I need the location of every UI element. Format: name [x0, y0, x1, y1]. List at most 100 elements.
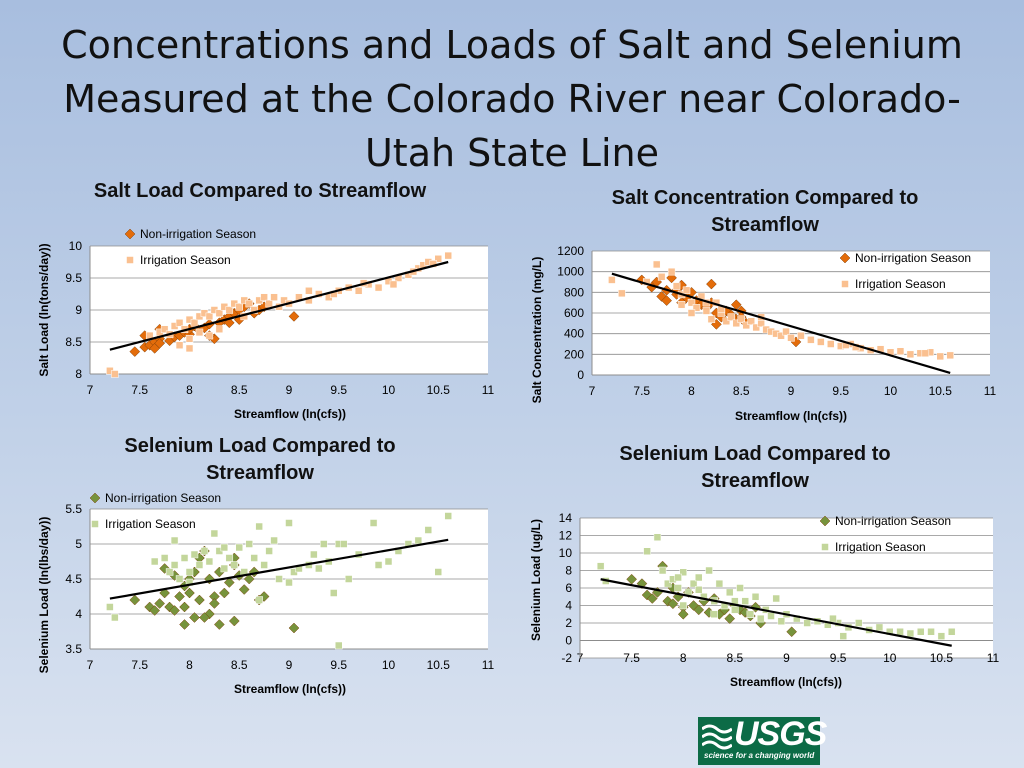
data-point	[210, 529, 219, 538]
data-point	[747, 317, 755, 326]
data-point	[180, 554, 189, 562]
data-point	[305, 296, 313, 305]
data-point	[170, 561, 179, 569]
x-tick-label: 10	[382, 658, 396, 672]
chart-title: Selenium Load Compared to Streamflow	[124, 435, 396, 484]
y-tick-label: 800	[564, 285, 584, 299]
legend-marker	[126, 256, 134, 264]
data-point	[285, 519, 293, 527]
y-tick-label: 14	[559, 511, 573, 525]
legend-label: Non-irrigation Season	[105, 491, 221, 505]
x-tick-label: 8	[186, 658, 193, 672]
data-point	[245, 299, 253, 308]
data-point	[444, 251, 452, 260]
data-point	[335, 641, 343, 650]
data-point	[772, 594, 780, 603]
y-tick-label: 4	[75, 607, 82, 621]
y-tick-label: -2	[561, 651, 572, 665]
data-point	[444, 512, 452, 520]
data-point	[937, 632, 946, 640]
data-point	[742, 321, 750, 330]
data-point	[330, 589, 338, 597]
data-point	[752, 323, 760, 332]
data-point	[777, 617, 786, 625]
y-tick-label: 8	[565, 564, 572, 578]
data-point	[715, 579, 724, 588]
x-tick-label: 8.5	[231, 383, 248, 397]
data-point	[225, 306, 234, 314]
data-point	[270, 293, 278, 301]
data-point	[710, 610, 718, 618]
data-point	[896, 628, 904, 636]
data-point	[220, 564, 229, 573]
y-tick-label: 1000	[557, 265, 584, 279]
data-point	[674, 573, 682, 582]
x-tick-label: 11	[984, 384, 997, 398]
data-point	[129, 346, 141, 357]
data-point	[184, 587, 195, 599]
y-tick-label: 1200	[557, 244, 584, 258]
data-point	[722, 317, 731, 326]
x-tick-label: 10.5	[930, 651, 954, 665]
data-point	[275, 575, 283, 583]
y-tick-label: 8.5	[65, 335, 82, 349]
data-point	[694, 586, 703, 594]
data-point	[111, 613, 119, 622]
data-point	[706, 278, 717, 290]
y-tick-label: 5.5	[65, 502, 82, 516]
y-tick-label: 2	[565, 616, 572, 630]
x-tick-label: 10.5	[427, 658, 451, 672]
x-tick-label: 9.5	[832, 384, 849, 398]
x-tick-label: 10	[883, 651, 897, 665]
usgs-wave-icon	[702, 724, 732, 750]
y-axis-label: Selenium Load (ln(lbs/day))	[37, 517, 51, 674]
data-point	[344, 575, 353, 583]
x-tick-label: 9	[286, 658, 293, 672]
data-point	[724, 613, 736, 624]
data-point	[829, 614, 837, 623]
data-point	[228, 615, 240, 627]
data-point	[260, 293, 268, 301]
trendline	[109, 538, 449, 600]
data-point	[205, 557, 214, 566]
data-point	[667, 267, 676, 276]
data-point	[285, 578, 293, 587]
x-tick-label: 10	[382, 383, 396, 397]
data-point	[677, 300, 686, 309]
x-tick-label: 10.5	[427, 383, 451, 397]
usgs-logo: USGS science for a changing world	[698, 715, 827, 765]
data-point	[189, 612, 200, 623]
data-point	[702, 307, 711, 315]
x-axis-label: Streamflow (ln(cfs))	[735, 409, 847, 423]
data-point	[354, 287, 363, 295]
data-point	[235, 543, 243, 552]
data-point	[175, 341, 184, 349]
x-tick-label: 9	[286, 383, 293, 397]
chart-title: Selenium Load Compared to Streamflow	[619, 443, 891, 492]
usgs-logo-text: USGS	[734, 715, 827, 753]
data-point	[200, 547, 209, 555]
y-tick-label: 0	[577, 368, 584, 382]
data-point	[608, 276, 616, 284]
x-tick-label: 7.5	[131, 383, 148, 397]
x-tick-label: 7	[589, 384, 596, 398]
x-tick-label: 8.5	[727, 651, 744, 665]
data-point	[213, 619, 225, 630]
data-point	[190, 550, 199, 559]
legend-label: Irrigation Season	[855, 277, 946, 291]
data-point	[803, 619, 811, 627]
data-point	[793, 614, 801, 623]
y-tick-label: 4.5	[65, 572, 82, 586]
y-tick-label: 12	[559, 529, 573, 543]
data-point	[106, 603, 114, 611]
data-point	[374, 283, 383, 292]
data-point	[330, 290, 338, 298]
data-point	[195, 328, 204, 337]
data-point	[756, 614, 765, 623]
data-point	[315, 564, 323, 573]
x-axis-label: Streamflow (ln(cfs))	[730, 675, 842, 689]
data-point	[270, 536, 278, 545]
x-tick-label: 9	[788, 384, 795, 398]
